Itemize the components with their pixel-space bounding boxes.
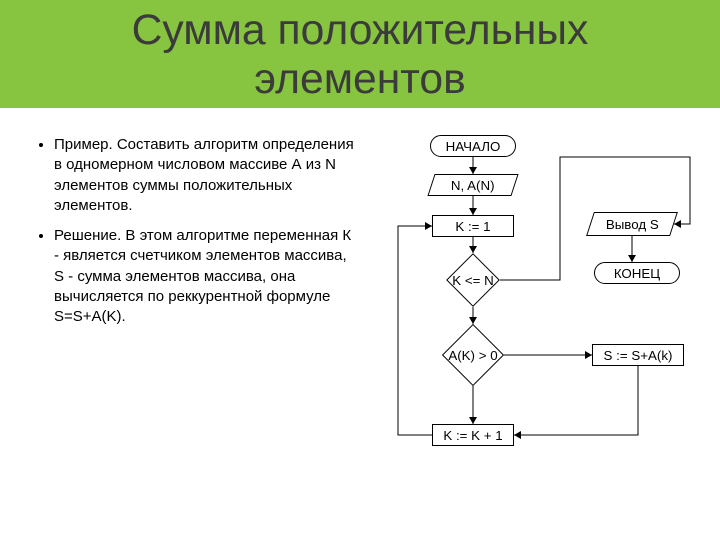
flow-node-init: K := 1: [432, 215, 514, 237]
title-band: Сумма положительных элементов: [0, 0, 720, 108]
flow-node-cond2: [442, 324, 504, 386]
bullet-list: Пример. Составить алгоритм определения в…: [36, 135, 356, 327]
flow-node-sum: S := S+A(k): [592, 344, 684, 366]
flow-node-input: N, A(N): [427, 174, 518, 196]
flow-node-inc: K := K + 1: [432, 424, 514, 446]
slide: Сумма положительных элементов Пример. Со…: [0, 0, 720, 540]
flow-node-end: КОНЕЦ: [594, 262, 680, 284]
flow-node-start: НАЧАЛО: [430, 135, 516, 157]
bullet-item: Пример. Составить алгоритм определения в…: [54, 135, 356, 216]
bullet-item: Решение. В этом алгоритме переменная К -…: [54, 226, 356, 327]
slide-title: Сумма положительных элементов: [20, 6, 700, 104]
flow-node-output: Вывод S: [586, 212, 678, 236]
flow-node-cond1: [446, 253, 500, 307]
body-text: Пример. Составить алгоритм определения в…: [36, 135, 356, 337]
